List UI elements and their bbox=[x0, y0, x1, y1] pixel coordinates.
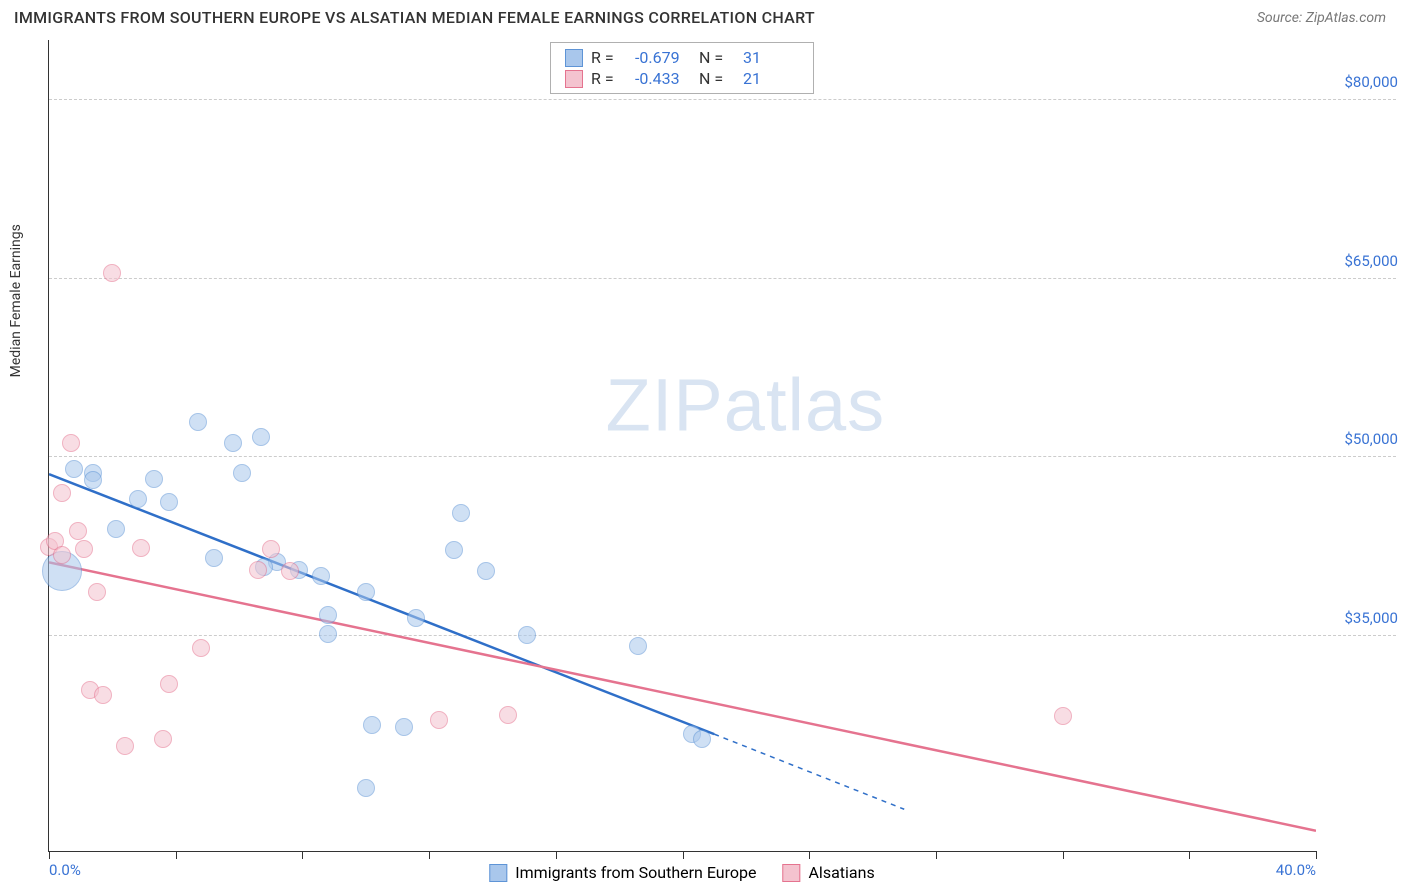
legend-row-series-2: R = -0.433 N = 21 bbox=[565, 68, 799, 89]
x-tick bbox=[49, 851, 50, 859]
x-tick bbox=[936, 851, 937, 859]
scatter-point bbox=[518, 626, 536, 644]
scatter-point bbox=[262, 540, 280, 558]
x-tick bbox=[556, 851, 557, 859]
legend-item-1: Immigrants from Southern Europe bbox=[489, 863, 756, 882]
scatter-point bbox=[69, 522, 87, 540]
scatter-point bbox=[65, 460, 83, 478]
scatter-point bbox=[160, 675, 178, 693]
scatter-point bbox=[233, 464, 251, 482]
y-axis-label: Median Female Earnings bbox=[8, 224, 24, 377]
scatter-point bbox=[145, 470, 163, 488]
scatter-point bbox=[224, 434, 242, 452]
scatter-point bbox=[53, 484, 71, 502]
scatter-point bbox=[1054, 707, 1072, 725]
scatter-point bbox=[430, 711, 448, 729]
legend-row-series-1: R = -0.679 N = 31 bbox=[565, 47, 799, 68]
scatter-point bbox=[75, 540, 93, 558]
scatter-point bbox=[499, 706, 517, 724]
scatter-point bbox=[88, 583, 106, 601]
series-2-name: Alsatians bbox=[808, 863, 874, 882]
scatter-point bbox=[53, 546, 71, 564]
scatter-point bbox=[94, 686, 112, 704]
scatter-point bbox=[107, 520, 125, 538]
scatter-point bbox=[452, 504, 470, 522]
source-label: Source: ZipAtlas.com bbox=[1257, 10, 1386, 26]
scatter-point bbox=[363, 716, 381, 734]
x-tick-label-right: 40.0% bbox=[1276, 861, 1316, 879]
scatter-point bbox=[693, 730, 711, 748]
gridline-h bbox=[49, 456, 1396, 457]
y-tick-label: $80,000 bbox=[1344, 73, 1398, 91]
swatch-series-1 bbox=[489, 864, 507, 882]
legend-correlation: R = -0.679 N = 31 R = -0.433 N = 21 bbox=[550, 42, 814, 94]
gridline-h bbox=[49, 635, 1396, 636]
scatter-point bbox=[84, 471, 102, 489]
y-tick-label: $65,000 bbox=[1344, 252, 1398, 270]
scatter-point bbox=[319, 625, 337, 643]
x-tick bbox=[302, 851, 303, 859]
trend-line bbox=[49, 562, 1316, 830]
x-tick bbox=[1316, 851, 1317, 859]
legend-series: Immigrants from Southern Europe Alsatian… bbox=[489, 863, 874, 882]
swatch-series-1 bbox=[565, 49, 583, 67]
swatch-series-2 bbox=[565, 70, 583, 88]
scatter-point bbox=[116, 737, 134, 755]
scatter-point bbox=[192, 639, 210, 657]
chart-header: IMMIGRANTS FROM SOUTHERN EUROPE VS ALSAT… bbox=[0, 0, 1406, 31]
n-label: N = bbox=[699, 69, 735, 88]
r-value-2: -0.433 bbox=[635, 69, 691, 88]
x-tick bbox=[429, 851, 430, 859]
scatter-point bbox=[395, 718, 413, 736]
scatter-point bbox=[477, 562, 495, 580]
x-tick bbox=[809, 851, 810, 859]
chart-container: ZIPatlas $35,000$50,000$65,000$80,0000.0… bbox=[48, 40, 1316, 852]
scatter-point bbox=[160, 493, 178, 511]
r-value-1: -0.679 bbox=[635, 48, 691, 67]
y-tick-label: $35,000 bbox=[1344, 609, 1398, 627]
scatter-point bbox=[62, 434, 80, 452]
scatter-point bbox=[252, 428, 270, 446]
legend-item-2: Alsatians bbox=[782, 863, 874, 882]
scatter-point bbox=[132, 539, 150, 557]
trend-line-extension bbox=[714, 734, 904, 809]
scatter-point bbox=[129, 490, 147, 508]
scatter-point bbox=[445, 541, 463, 559]
trend-line bbox=[49, 474, 714, 734]
scatter-point bbox=[357, 779, 375, 797]
x-tick bbox=[176, 851, 177, 859]
chart-title: IMMIGRANTS FROM SOUTHERN EUROPE VS ALSAT… bbox=[14, 8, 815, 27]
scatter-point bbox=[189, 413, 207, 431]
scatter-point bbox=[103, 264, 121, 282]
r-label: R = bbox=[591, 48, 627, 67]
x-tick-label-left: 0.0% bbox=[49, 861, 81, 879]
n-value-1: 31 bbox=[743, 48, 799, 67]
scatter-point bbox=[249, 561, 267, 579]
gridline-h bbox=[49, 278, 1396, 279]
series-1-name: Immigrants from Southern Europe bbox=[515, 863, 756, 882]
x-tick bbox=[1063, 851, 1064, 859]
swatch-series-2 bbox=[782, 864, 800, 882]
gridline-h bbox=[49, 99, 1396, 100]
n-value-2: 21 bbox=[743, 69, 799, 88]
x-tick bbox=[1189, 851, 1190, 859]
scatter-point bbox=[205, 549, 223, 567]
scatter-point bbox=[154, 730, 172, 748]
plot-area: $35,000$50,000$65,000$80,0000.0%40.0% bbox=[48, 40, 1316, 852]
y-tick-label: $50,000 bbox=[1344, 430, 1398, 448]
scatter-point bbox=[319, 606, 337, 624]
scatter-point bbox=[629, 637, 647, 655]
scatter-point bbox=[281, 562, 299, 580]
scatter-point bbox=[407, 609, 425, 627]
r-label: R = bbox=[591, 69, 627, 88]
x-tick bbox=[683, 851, 684, 859]
scatter-point bbox=[312, 567, 330, 585]
scatter-point bbox=[357, 583, 375, 601]
n-label: N = bbox=[699, 48, 735, 67]
